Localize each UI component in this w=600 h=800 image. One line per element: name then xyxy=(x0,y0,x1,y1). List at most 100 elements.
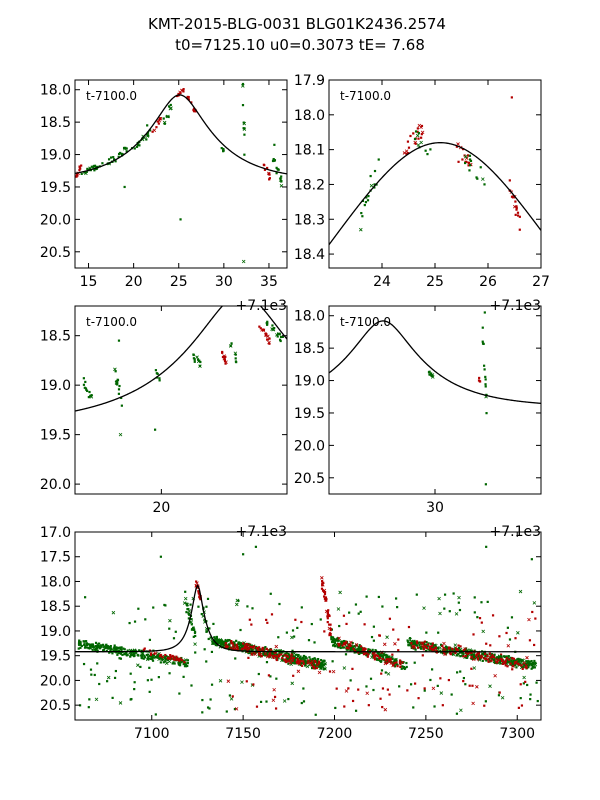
data-point-red xyxy=(485,642,488,645)
data-point-green xyxy=(346,648,349,651)
data-point-green xyxy=(184,590,187,593)
data-point-red xyxy=(505,657,508,660)
data-point-green xyxy=(533,659,536,663)
data-point-green xyxy=(190,623,193,626)
data-point-green xyxy=(164,660,167,663)
data-point-green xyxy=(83,646,87,649)
data-point-red-cross xyxy=(402,151,407,155)
data-point-red-cross xyxy=(493,673,497,678)
data-point-red xyxy=(173,658,176,661)
data-point-green xyxy=(380,669,384,672)
data-point-green xyxy=(366,199,370,202)
data-point-green xyxy=(420,645,423,648)
data-point-red xyxy=(398,661,401,664)
data-point-red xyxy=(249,645,252,648)
data-point-green xyxy=(162,117,165,120)
data-point-green-cross xyxy=(229,697,234,701)
data-point-green xyxy=(255,645,258,649)
data-point-green xyxy=(281,335,284,338)
data-point-green xyxy=(375,657,378,660)
data-point-red xyxy=(181,659,184,662)
data-point-green xyxy=(304,664,307,667)
data-point-red xyxy=(457,644,460,647)
data-point-red-cross xyxy=(383,661,388,666)
data-point-red xyxy=(480,656,483,659)
data-point-green xyxy=(91,645,94,648)
data-point-red xyxy=(302,660,305,663)
data-point-red xyxy=(312,667,316,670)
data-point-red xyxy=(392,628,395,631)
data-point-red xyxy=(326,615,329,618)
data-point-green xyxy=(284,652,287,655)
data-point-green xyxy=(373,186,376,189)
data-point-green xyxy=(320,667,323,670)
data-point-green xyxy=(123,648,126,651)
data-point-green xyxy=(275,172,278,175)
data-point-red xyxy=(410,642,413,645)
data-point-green xyxy=(419,647,423,650)
data-point-red-cross xyxy=(506,643,511,648)
data-point-green xyxy=(158,379,161,382)
data-point-green-cross xyxy=(439,691,444,695)
data-point-green xyxy=(490,653,494,656)
data-point-red xyxy=(351,699,355,703)
data-point-red xyxy=(235,643,238,646)
data-point-green xyxy=(427,648,430,651)
data-point-green xyxy=(277,636,280,639)
data-point-green xyxy=(345,648,348,651)
data-point-green xyxy=(192,635,195,638)
data-point-red xyxy=(257,646,261,649)
data-point-green xyxy=(373,183,376,186)
data-point-green xyxy=(278,338,282,341)
data-point-green xyxy=(440,651,443,654)
data-point-red xyxy=(421,641,424,644)
data-point-green xyxy=(145,138,148,141)
data-point-green xyxy=(279,177,282,180)
data-point-green xyxy=(122,647,125,650)
data-point-green xyxy=(380,659,383,662)
data-point-green xyxy=(177,663,181,666)
data-point-red xyxy=(372,656,376,659)
data-point-red xyxy=(468,651,471,654)
data-point-green xyxy=(429,678,432,682)
data-point-green-cross xyxy=(187,609,192,613)
data-point-red xyxy=(499,653,503,656)
axes-frame xyxy=(74,305,288,495)
data-point-green xyxy=(361,215,364,218)
data-point-red xyxy=(388,617,392,620)
data-point-red xyxy=(263,164,266,167)
data-point-red xyxy=(441,644,444,648)
data-point-green xyxy=(364,201,368,204)
data-point-green xyxy=(285,631,288,634)
data-point-green xyxy=(396,606,399,609)
data-point-red xyxy=(322,590,326,593)
data-point-red xyxy=(322,581,325,584)
x-tick-label: 30 xyxy=(215,274,233,290)
data-point-green xyxy=(453,648,456,651)
data-point-green xyxy=(283,654,286,657)
data-point-red xyxy=(386,688,389,691)
data-point-green xyxy=(184,662,187,665)
data-point-green xyxy=(113,644,116,647)
data-point-red xyxy=(531,610,534,614)
data-point-green xyxy=(86,389,89,393)
data-point-red xyxy=(378,634,381,637)
data-point-green xyxy=(446,649,449,652)
data-point-red xyxy=(158,655,162,658)
data-point-green xyxy=(463,161,467,165)
data-point-green xyxy=(78,639,81,642)
data-point-red xyxy=(465,160,468,164)
data-point-green xyxy=(271,324,274,327)
data-point-green xyxy=(409,683,413,686)
data-point-green xyxy=(531,666,534,669)
x-tick-label: 7200 xyxy=(317,726,353,742)
data-point-green xyxy=(512,660,515,663)
data-point-red xyxy=(255,705,259,708)
data-point-green xyxy=(148,638,152,641)
data-point-red xyxy=(288,658,291,661)
data-point-green xyxy=(324,662,327,665)
data-point-green xyxy=(351,647,354,651)
data-point-red-cross xyxy=(383,707,388,712)
data-point-red-cross xyxy=(271,698,276,703)
data-point-red xyxy=(468,684,471,687)
